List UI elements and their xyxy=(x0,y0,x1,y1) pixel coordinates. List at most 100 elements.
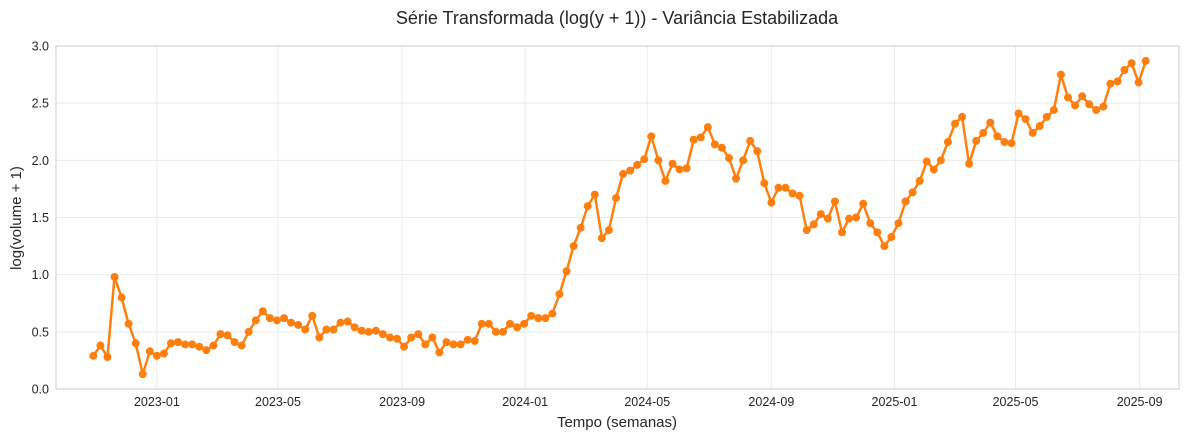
data-point xyxy=(280,314,289,323)
y-tick-label: 1.0 xyxy=(32,268,49,282)
data-point xyxy=(272,316,281,325)
data-point xyxy=(746,136,755,145)
data-point xyxy=(251,316,260,325)
x-tick-label: 2023-05 xyxy=(255,395,301,409)
data-point xyxy=(837,228,846,237)
data-point xyxy=(152,351,161,360)
data-point xyxy=(513,323,522,332)
data-point xyxy=(117,293,126,302)
data-point xyxy=(802,226,811,235)
data-point xyxy=(922,157,931,166)
data-point xyxy=(484,319,493,328)
data-point xyxy=(661,176,670,185)
data-point xyxy=(689,135,698,144)
data-point xyxy=(308,311,317,320)
data-point xyxy=(371,326,380,335)
data-point xyxy=(350,323,359,332)
data-point xyxy=(866,219,875,228)
plot-frame xyxy=(55,45,1180,390)
data-point xyxy=(908,188,917,197)
data-point xyxy=(145,347,154,356)
data-point xyxy=(315,333,324,342)
data-point xyxy=(958,112,967,121)
data-point xyxy=(859,199,868,208)
data-point xyxy=(258,307,267,316)
y-axis-label: log(volume + 1) xyxy=(8,166,25,270)
x-tick-label: 2023-01 xyxy=(134,395,180,409)
data-point xyxy=(1021,115,1030,124)
data-point xyxy=(788,189,797,198)
data-point xyxy=(1092,106,1101,115)
data-point xyxy=(202,346,211,355)
data-point xyxy=(96,341,105,350)
y-tick-label: 3.0 xyxy=(32,40,49,54)
series-layer xyxy=(89,56,1150,379)
data-point xyxy=(1064,93,1073,102)
data-point xyxy=(463,335,472,344)
data-point xyxy=(724,154,733,163)
data-point xyxy=(124,319,133,328)
y-tick-label: 0.5 xyxy=(32,325,49,339)
data-point xyxy=(209,341,218,350)
data-point xyxy=(442,338,451,347)
data-point xyxy=(456,340,465,349)
data-point xyxy=(760,179,769,188)
data-point xyxy=(216,330,225,339)
data-point xyxy=(1085,100,1094,109)
data-point xyxy=(753,147,762,156)
data-point xyxy=(1042,112,1051,121)
data-point xyxy=(1134,78,1143,87)
data-point xyxy=(244,327,253,336)
data-point xyxy=(287,318,296,327)
x-tick-label: 2024-01 xyxy=(502,395,548,409)
data-point xyxy=(1120,66,1129,75)
grid xyxy=(56,45,1179,390)
data-point xyxy=(534,314,543,323)
data-point xyxy=(774,183,783,192)
data-point xyxy=(633,160,642,169)
data-point xyxy=(647,132,656,141)
data-point xyxy=(887,232,896,241)
x-tick-label: 2024-05 xyxy=(624,395,670,409)
data-point xyxy=(604,226,613,235)
data-point xyxy=(590,190,599,199)
data-point xyxy=(378,330,387,339)
data-point xyxy=(89,351,98,360)
data-point xyxy=(583,202,592,211)
data-point xyxy=(385,333,394,342)
data-point xyxy=(880,242,889,251)
data-point xyxy=(654,156,663,165)
data-point xyxy=(449,340,458,349)
data-point xyxy=(322,325,331,334)
x-tick-label: 2024-09 xyxy=(748,395,794,409)
data-point xyxy=(329,325,338,334)
data-point xyxy=(548,309,557,318)
data-point xyxy=(237,341,246,350)
data-point xyxy=(640,155,649,164)
data-point xyxy=(343,317,352,326)
data-point xyxy=(336,318,345,327)
data-point xyxy=(1014,109,1023,118)
data-point xyxy=(138,370,147,379)
data-point xyxy=(1127,59,1136,68)
data-point xyxy=(845,214,854,223)
data-point xyxy=(781,183,790,192)
x-tick-label: 2025-09 xyxy=(1117,395,1163,409)
data-point xyxy=(470,336,479,345)
data-point xyxy=(174,338,183,347)
data-point xyxy=(1078,92,1087,101)
data-point xyxy=(710,140,719,149)
data-point xyxy=(562,267,571,276)
data-point xyxy=(435,348,444,357)
data-point xyxy=(1071,101,1080,110)
y-tick-label: 0.0 xyxy=(32,383,49,397)
data-point xyxy=(555,290,564,299)
data-point xyxy=(491,327,500,336)
x-tick-label: 2025-05 xyxy=(993,395,1039,409)
data-point xyxy=(393,334,402,343)
data-point xyxy=(541,314,550,323)
data-point xyxy=(498,327,507,336)
data-point xyxy=(294,320,303,329)
data-point xyxy=(767,198,776,207)
data-point xyxy=(823,214,832,223)
